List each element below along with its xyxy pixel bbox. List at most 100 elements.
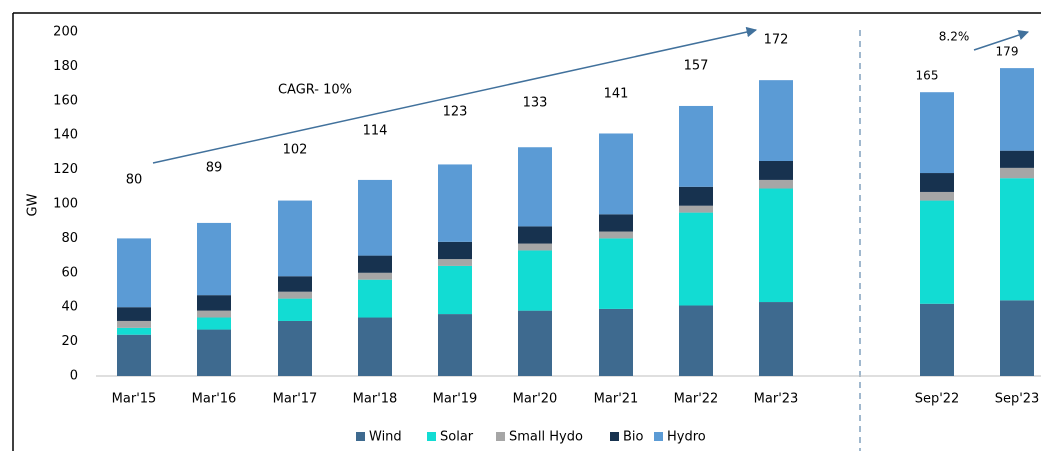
bar-segment <box>599 214 633 232</box>
bar-segment <box>599 238 633 309</box>
bar-segment <box>518 147 552 227</box>
legend-label: Wind <box>369 430 402 445</box>
x-tick-label: Mar'18 <box>353 392 398 407</box>
bar-segment <box>518 243 552 251</box>
y-tick-label: 40 <box>61 300 78 315</box>
total-label: 80 <box>126 173 143 188</box>
bar-segment <box>197 310 231 318</box>
annotation: CAGR- 10% <box>278 83 352 98</box>
bar-segment <box>1000 167 1034 179</box>
bar-segment <box>920 303 954 376</box>
y-tick-label: 140 <box>53 128 78 143</box>
legend-swatch <box>654 432 663 441</box>
bar-segment <box>920 200 954 304</box>
bar-segment <box>438 314 472 376</box>
bar-segment <box>117 334 151 376</box>
x-tick-label: Mar'20 <box>513 392 558 407</box>
bar-segment <box>1000 68 1034 151</box>
x-tick-label: Sep'23 <box>995 392 1040 407</box>
bar-segment <box>759 188 793 303</box>
bar-segment <box>438 265 472 315</box>
total-label: 172 <box>764 33 789 48</box>
bar-segment <box>679 105 713 187</box>
x-tick-label: Mar'17 <box>273 392 318 407</box>
bar-segment <box>679 212 713 306</box>
y-tick-label: 0 <box>70 369 78 384</box>
y-tick-label: 60 <box>61 265 78 280</box>
bar-segment <box>1000 150 1034 168</box>
y-tick-label: 160 <box>53 93 78 108</box>
legend-swatch <box>610 432 619 441</box>
trend-arrow <box>152 26 758 164</box>
bar-segment <box>679 186 713 206</box>
bar-segment <box>358 179 392 256</box>
bar-segment <box>518 250 552 311</box>
bar-segment <box>197 222 231 296</box>
x-tick-label: Mar'15 <box>112 392 157 407</box>
bar-segment <box>197 317 231 330</box>
total-label: 157 <box>684 59 709 74</box>
y-tick-label: 200 <box>53 25 78 40</box>
total-label: 114 <box>363 124 388 139</box>
bar-segment <box>358 272 392 280</box>
x-tick-label: Mar'22 <box>674 392 719 407</box>
total-label: 179 <box>996 45 1019 59</box>
bar-segment <box>759 302 793 376</box>
legend-swatch <box>496 432 505 441</box>
y-tick-label: 100 <box>53 197 78 212</box>
bar-segment <box>438 241 472 260</box>
total-label: 165 <box>916 69 939 83</box>
bar-segment <box>278 276 312 292</box>
bar-segment <box>197 295 231 311</box>
y-tick-label: 120 <box>53 162 78 177</box>
bar-segment <box>117 307 151 321</box>
bar-segment <box>117 327 151 335</box>
bar-segment <box>197 329 231 376</box>
bar-segment <box>679 305 713 376</box>
y-tick-label: 20 <box>61 334 78 349</box>
bar-segment <box>920 191 954 201</box>
bar-segment <box>117 320 151 328</box>
bar-segment <box>1000 178 1034 301</box>
bar-segment <box>278 320 312 376</box>
bar-segment <box>759 80 793 161</box>
legend-label: Hydro <box>667 430 706 445</box>
legend-swatch <box>427 432 436 441</box>
bar-segment <box>1000 300 1034 376</box>
bar-segment <box>759 161 793 180</box>
total-label: 141 <box>604 87 629 102</box>
bar-segment <box>599 308 633 376</box>
legend-label: Small Hydo <box>509 430 583 445</box>
y-tick-label: 180 <box>53 59 78 74</box>
bar-segment <box>278 200 312 277</box>
bar-segment <box>358 317 392 376</box>
bar-segment <box>518 310 552 376</box>
bar-segment <box>599 133 633 215</box>
y-axis-label: GW <box>26 193 41 216</box>
legend-label: Solar <box>440 430 474 445</box>
x-tick-label: Mar'16 <box>192 392 237 407</box>
bar-segment <box>920 92 954 174</box>
bar-segment <box>438 259 472 266</box>
bar-segment <box>438 164 472 242</box>
bar-segment <box>518 226 552 244</box>
bar-segment <box>679 205 713 213</box>
bar-segment <box>599 231 633 239</box>
bar-segment <box>358 279 392 318</box>
legend-label: Bio <box>623 430 644 445</box>
x-tick-label: Mar'23 <box>754 392 799 407</box>
x-tick-label: Mar'19 <box>433 392 478 407</box>
trend-arrow <box>973 30 1029 51</box>
total-label: 133 <box>523 96 548 111</box>
bar-segment <box>117 238 151 308</box>
annotation: 8.2% <box>939 30 970 44</box>
bar-segment <box>278 291 312 299</box>
y-tick-label: 80 <box>61 231 78 246</box>
total-label: 123 <box>443 105 468 120</box>
total-label: 102 <box>283 143 308 158</box>
x-tick-label: Sep'22 <box>915 392 960 407</box>
total-label: 89 <box>206 161 223 176</box>
bar-segment <box>759 179 793 189</box>
